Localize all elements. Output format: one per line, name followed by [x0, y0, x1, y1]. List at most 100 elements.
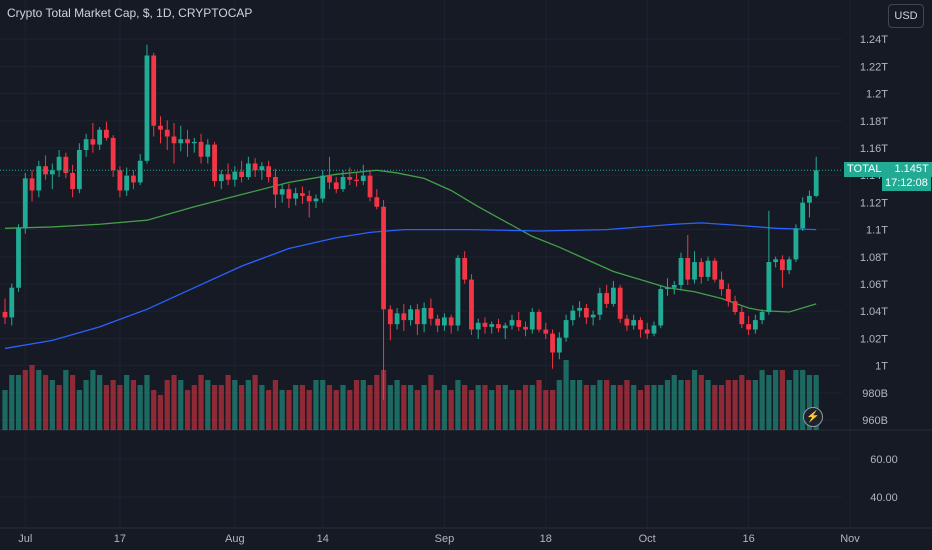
currency-button[interactable]: USD: [888, 4, 924, 28]
candle-body: [279, 189, 285, 195]
volume-bar: [577, 380, 583, 430]
candle-body: [387, 309, 393, 325]
y-tick-label: 1.16T: [860, 143, 888, 155]
flash-icon[interactable]: ⚡: [803, 407, 823, 427]
candle: [685, 235, 691, 285]
volume-bar: [333, 390, 339, 430]
volume-bar: [509, 390, 515, 430]
candle-body: [306, 195, 312, 202]
candle-body: [752, 320, 758, 330]
sub-y-tick-label: 60.00: [870, 454, 898, 466]
volume-bar: [157, 395, 164, 430]
candle: [597, 287, 603, 321]
candle: [63, 152, 69, 179]
candle-body: [158, 125, 163, 130]
volume-bar: [637, 390, 644, 430]
volume-bar: [218, 385, 224, 430]
candle: [624, 314, 630, 331]
candle-body: [360, 175, 366, 182]
volume-bar: [225, 375, 231, 430]
volume-bar: [70, 375, 76, 430]
candle: [191, 137, 197, 153]
candle-body: [22, 178, 28, 229]
volume-bar: [502, 385, 508, 430]
volume-bar: [624, 380, 630, 430]
candle-body: [509, 320, 515, 326]
candle: [110, 135, 116, 177]
candle-body: [273, 177, 278, 195]
candle: [556, 332, 562, 360]
candle: [374, 189, 380, 210]
candle-body: [300, 193, 305, 196]
candle: [266, 160, 272, 183]
volume-bar: [725, 380, 731, 430]
candle-body: [2, 312, 8, 318]
volume-bar: [644, 385, 650, 430]
sub-y-tick-label: 40.00: [870, 492, 898, 504]
volume-bar: [63, 370, 69, 430]
candle: [414, 303, 420, 335]
y-tick-label: 1.1T: [866, 225, 888, 237]
candle: [381, 199, 386, 400]
volume-bar: [394, 380, 400, 430]
candle: [333, 177, 339, 194]
candle-body: [489, 324, 495, 327]
candle: [516, 312, 522, 331]
candle: [732, 295, 738, 315]
candle: [131, 170, 136, 190]
candle: [638, 317, 643, 338]
volume-bar: [462, 385, 468, 430]
candle-body: [462, 258, 468, 280]
candle: [171, 123, 177, 164]
candle: [496, 318, 501, 333]
candle-body: [76, 150, 82, 190]
volume-bar: [191, 385, 197, 430]
candle: [273, 168, 278, 209]
volume-bar: [421, 385, 427, 430]
x-tick-label: Oct: [639, 533, 656, 545]
candle-body: [698, 262, 704, 277]
candle-body: [232, 171, 238, 180]
volume-bar: [245, 380, 251, 430]
candle: [800, 197, 806, 231]
candle: [705, 256, 711, 281]
x-tick-label: Nov: [840, 533, 860, 545]
volume-bar: [252, 375, 258, 430]
candle-body: [786, 259, 792, 271]
candle-body: [793, 228, 799, 260]
volume-bar: [658, 385, 664, 430]
candle: [2, 298, 8, 325]
candle: [90, 123, 96, 153]
candle: [611, 280, 616, 307]
candle: [9, 283, 15, 326]
volume-bar: [326, 385, 333, 430]
candle: [360, 164, 366, 186]
volume-bar: [435, 390, 441, 430]
volume-bar: [455, 380, 461, 430]
volume-bar: [117, 385, 123, 430]
candle: [644, 322, 650, 339]
volume-bar: [786, 380, 792, 430]
candle-body: [205, 144, 211, 157]
volume-bar: [698, 375, 704, 430]
volume-bar: [36, 370, 42, 430]
candle: [489, 321, 495, 334]
candle-body: [408, 309, 413, 321]
x-tick-label: 14: [317, 533, 329, 545]
volume-bar: [651, 385, 657, 430]
candle-body: [327, 175, 332, 183]
candle: [604, 285, 610, 308]
candle: [523, 321, 528, 337]
candle-body: [807, 195, 812, 203]
candle-body: [780, 259, 785, 271]
volume-bar: [604, 380, 610, 430]
candle: [813, 156, 819, 198]
volume-bar: [631, 385, 637, 430]
candle: [719, 271, 724, 296]
candle: [306, 190, 312, 218]
volume-bar: [279, 390, 285, 430]
candle: [239, 160, 244, 183]
candle-body: [374, 197, 380, 207]
candle: [49, 163, 55, 190]
